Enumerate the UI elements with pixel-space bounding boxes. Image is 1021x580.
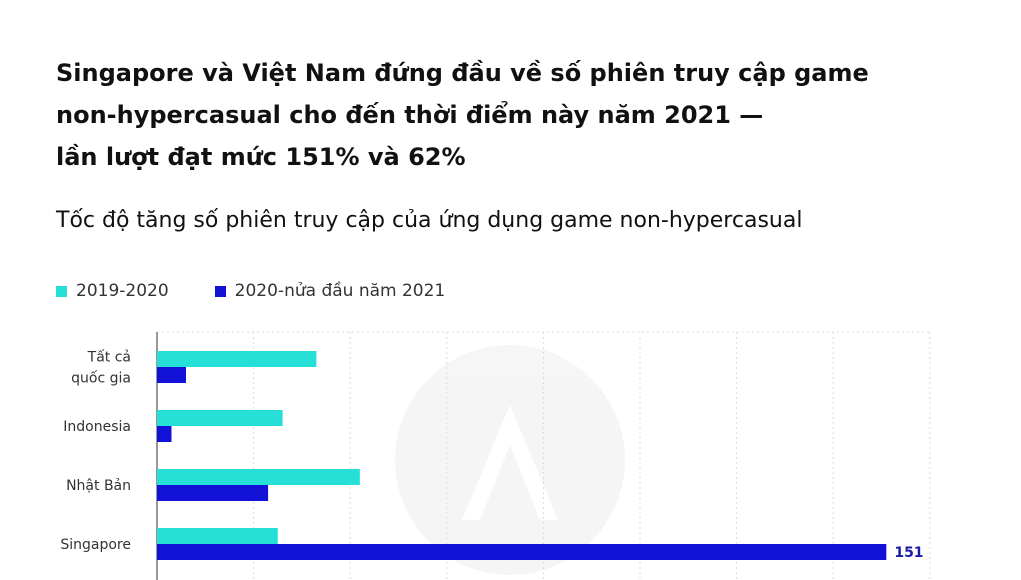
category-label: Indonesia	[63, 419, 131, 435]
legend-item-series-2: 2020-nửa đầu năm 2021	[214, 281, 446, 301]
title-line-1: Singapore và Việt Nam đứng đầu về số phi…	[56, 59, 869, 87]
category-label: Nhật Bản	[66, 478, 131, 494]
bar-2020-2021-0	[157, 367, 186, 383]
bar-2019-2020-0	[157, 351, 317, 367]
chart-subtitle: Tốc độ tăng số phiên truy cập của ứng dụ…	[56, 208, 803, 233]
legend-swatch-series-1	[56, 285, 67, 297]
data-label: 151	[894, 545, 923, 561]
bar-2019-2020-1	[157, 410, 283, 426]
title-line-2: non-hypercasual cho đến thời điểm này nă…	[56, 101, 764, 129]
category-label: Singapore	[60, 537, 131, 553]
chart-title: Singapore và Việt Nam đứng đầu về số phi…	[56, 52, 936, 178]
category-label: Tất cả	[87, 350, 131, 366]
bars	[157, 351, 887, 560]
bar-2019-2020-2	[157, 469, 360, 485]
legend: 2019-2020 2020-nửa đầu năm 2021	[56, 278, 491, 304]
title-line-3: lần lượt đạt mức 151% và 62%	[56, 143, 466, 171]
bar-2020-2021-3	[157, 544, 887, 560]
bar-2020-2021-1	[157, 426, 172, 442]
category-label: quốc gia	[71, 370, 131, 387]
bar-2020-2021-2	[157, 485, 269, 501]
legend-item-series-1: 2019-2020	[56, 281, 169, 301]
legend-swatch-series-2	[214, 285, 226, 297]
legend-label-series-1: 2019-2020	[76, 281, 169, 301]
legend-label-series-2: 2020-nửa đầu năm 2021	[234, 281, 446, 301]
watermark-logo	[395, 345, 625, 575]
bar-2019-2020-3	[157, 528, 278, 544]
category-labels: Tất cả quốc gia Indonesia Nhật Bản Singapore…	[60, 350, 923, 562]
